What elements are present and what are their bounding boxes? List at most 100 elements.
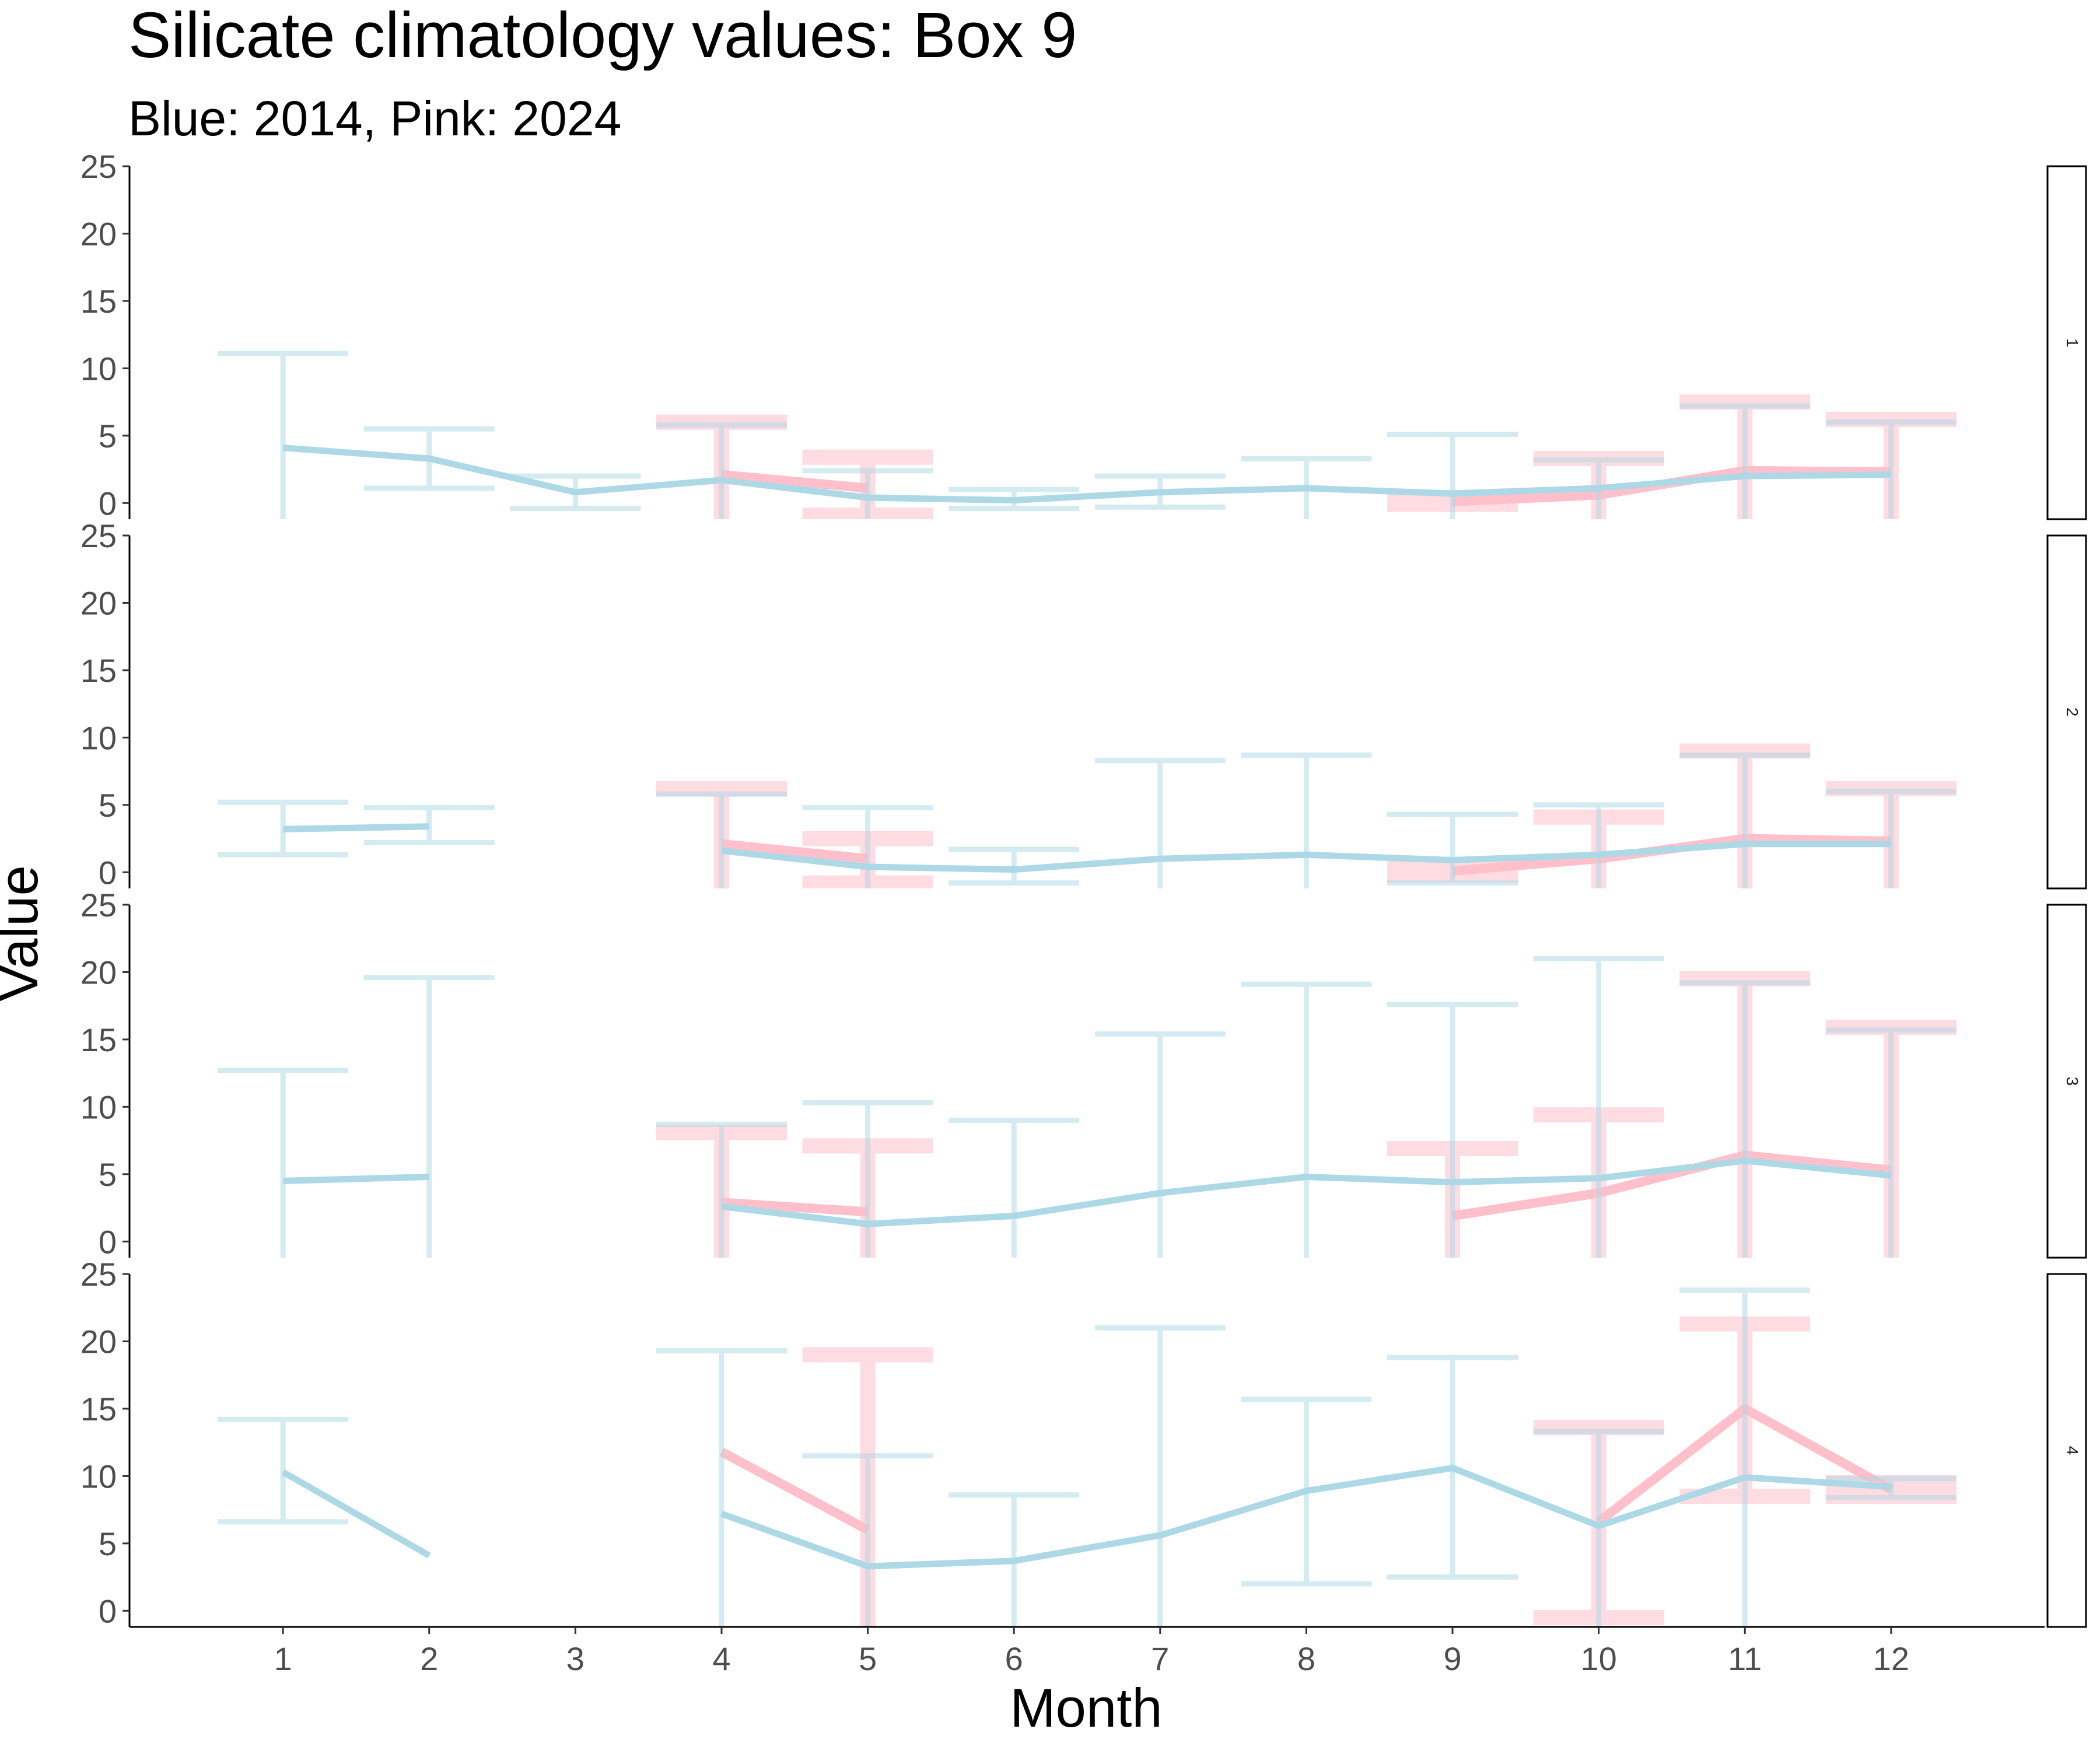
error-bar-blue	[1825, 419, 1957, 519]
error-bar-blue	[656, 791, 787, 888]
series-line-blue	[282, 444, 1891, 504]
y-tick-label: 10	[80, 350, 117, 387]
panel-2: 0 5 10 15 20 25 2	[80, 517, 2087, 891]
y-tick-label: 0	[99, 1223, 117, 1260]
series-line-pink	[721, 470, 869, 493]
series-line-blue	[281, 1469, 431, 1559]
x-tick-label: 10	[1580, 1640, 1616, 1677]
chart-title: Silicate climatology values: Box 9	[128, 0, 1077, 71]
y-axis-label: Value	[0, 865, 49, 1001]
y-tick-label: 15	[80, 1021, 117, 1058]
error-bar-blue	[1094, 758, 1226, 888]
series-line-pink	[1451, 1150, 1892, 1221]
x-tick-label: 7	[1151, 1640, 1169, 1677]
error-bar-blue	[1825, 789, 1957, 888]
error-bar-blue	[949, 846, 1080, 886]
y-tick-label: 10	[80, 1088, 117, 1125]
series-line-blue	[720, 1465, 1892, 1570]
error-bar-blue	[218, 351, 349, 519]
facet-strip	[2046, 165, 2087, 520]
y-tick-label: 5	[99, 787, 117, 824]
error-bar-blue	[1825, 1027, 1957, 1258]
y-tick-label: 20	[80, 584, 117, 621]
error-bar-blue	[656, 422, 787, 519]
y-tick-label: 0	[99, 854, 117, 891]
facet-strip	[2046, 904, 2087, 1259]
facet-strip-label: 3	[2063, 1077, 2081, 1086]
x-tick-label: 4	[712, 1640, 730, 1677]
y-tick-label: 20	[80, 1323, 117, 1360]
error-bar-blue	[1533, 1429, 1664, 1627]
x-tick-label: 8	[1297, 1640, 1315, 1677]
series-line-blue	[721, 1157, 1892, 1227]
y-tick-label: 15	[80, 283, 117, 320]
facet-strip	[2046, 1273, 2087, 1628]
error-bar-blue	[1387, 811, 1518, 886]
x-tick-label: 2	[420, 1640, 438, 1677]
series-line-blue	[283, 823, 429, 832]
panel-1: 0 5 10 15 20 25 1	[80, 148, 2087, 522]
y-tick-label: 5	[99, 1525, 117, 1562]
error-bar-blue	[949, 1117, 1080, 1258]
error-bar-blue	[1533, 802, 1664, 888]
x-tick-label: 6	[1005, 1640, 1023, 1677]
panel-3: 0 5 10 15 20 25 3	[80, 887, 2087, 1260]
x-axis-label: Month	[1010, 1677, 1162, 1738]
y-tick-label: 10	[80, 719, 117, 756]
panel-plot-area	[218, 743, 1957, 888]
error-bar-blue	[218, 1416, 349, 1525]
x-tick-label: 11	[1728, 1640, 1762, 1677]
panel-plot-area	[218, 956, 1957, 1258]
x-tick-label: 9	[1443, 1640, 1461, 1677]
facet-strip	[2046, 534, 2087, 890]
y-tick-label: 20	[80, 215, 117, 252]
y-tick-label: 5	[99, 1156, 117, 1193]
y-tick-label: 0	[99, 1592, 117, 1629]
y-tick-label: 0	[99, 485, 117, 522]
facet-strip-label: 1	[2063, 338, 2081, 348]
error-bar-blue	[1533, 956, 1664, 1258]
error-bar-blue	[1241, 752, 1372, 888]
error-bar-blue	[802, 804, 933, 888]
error-bar-blue	[802, 1100, 933, 1258]
y-tick-label: 15	[80, 652, 117, 689]
x-tick-label: 1	[274, 1640, 292, 1677]
y-tick-label: 5	[99, 418, 117, 454]
series-line-pink	[721, 839, 869, 864]
error-bar-blue	[1679, 403, 1811, 519]
series-line-blue	[282, 1173, 429, 1184]
facet-strip-label: 4	[2063, 1446, 2081, 1455]
error-bar-blue	[1387, 1002, 1518, 1258]
x-tick-label: 12	[1873, 1640, 1909, 1677]
error-bar-blue	[218, 1068, 349, 1258]
chart-subtitle: Blue: 2014, Pink: 2024	[128, 91, 621, 146]
error-bar-blue	[1094, 1031, 1226, 1258]
y-tick-label: 25	[80, 517, 117, 554]
series-line-pink	[719, 1447, 870, 1534]
y-tick-label: 25	[80, 148, 117, 185]
y-tick-label: 10	[80, 1458, 117, 1494]
series-line-blue	[721, 841, 1891, 873]
error-bar-blue	[363, 975, 495, 1258]
error-bar-blue	[363, 804, 495, 845]
y-tick-label: 25	[80, 887, 117, 923]
panel-4: 0 5 10 15 20 25 4	[80, 1256, 2087, 1629]
error-bar-blue	[1241, 981, 1372, 1258]
error-bar-blue	[1387, 432, 1518, 519]
x-tick-label: 3	[566, 1640, 584, 1677]
error-bar-blue	[1825, 1476, 1957, 1500]
y-tick-label: 20	[80, 954, 117, 991]
x-tick-label: 5	[859, 1640, 877, 1677]
error-bar-blue	[1679, 752, 1811, 888]
error-bar-blue	[656, 1121, 787, 1258]
y-tick-label: 15	[80, 1391, 117, 1427]
error-bar-blue	[656, 1348, 787, 1627]
error-bar-blue	[1679, 1287, 1811, 1627]
series-line-pink	[721, 1198, 869, 1217]
error-bar-blue	[802, 1453, 933, 1627]
error-bar-blue	[1094, 1325, 1226, 1627]
panel-plot-area	[218, 351, 1957, 519]
panel-plot-area	[218, 1287, 1957, 1627]
y-tick-label: 25	[80, 1256, 117, 1293]
